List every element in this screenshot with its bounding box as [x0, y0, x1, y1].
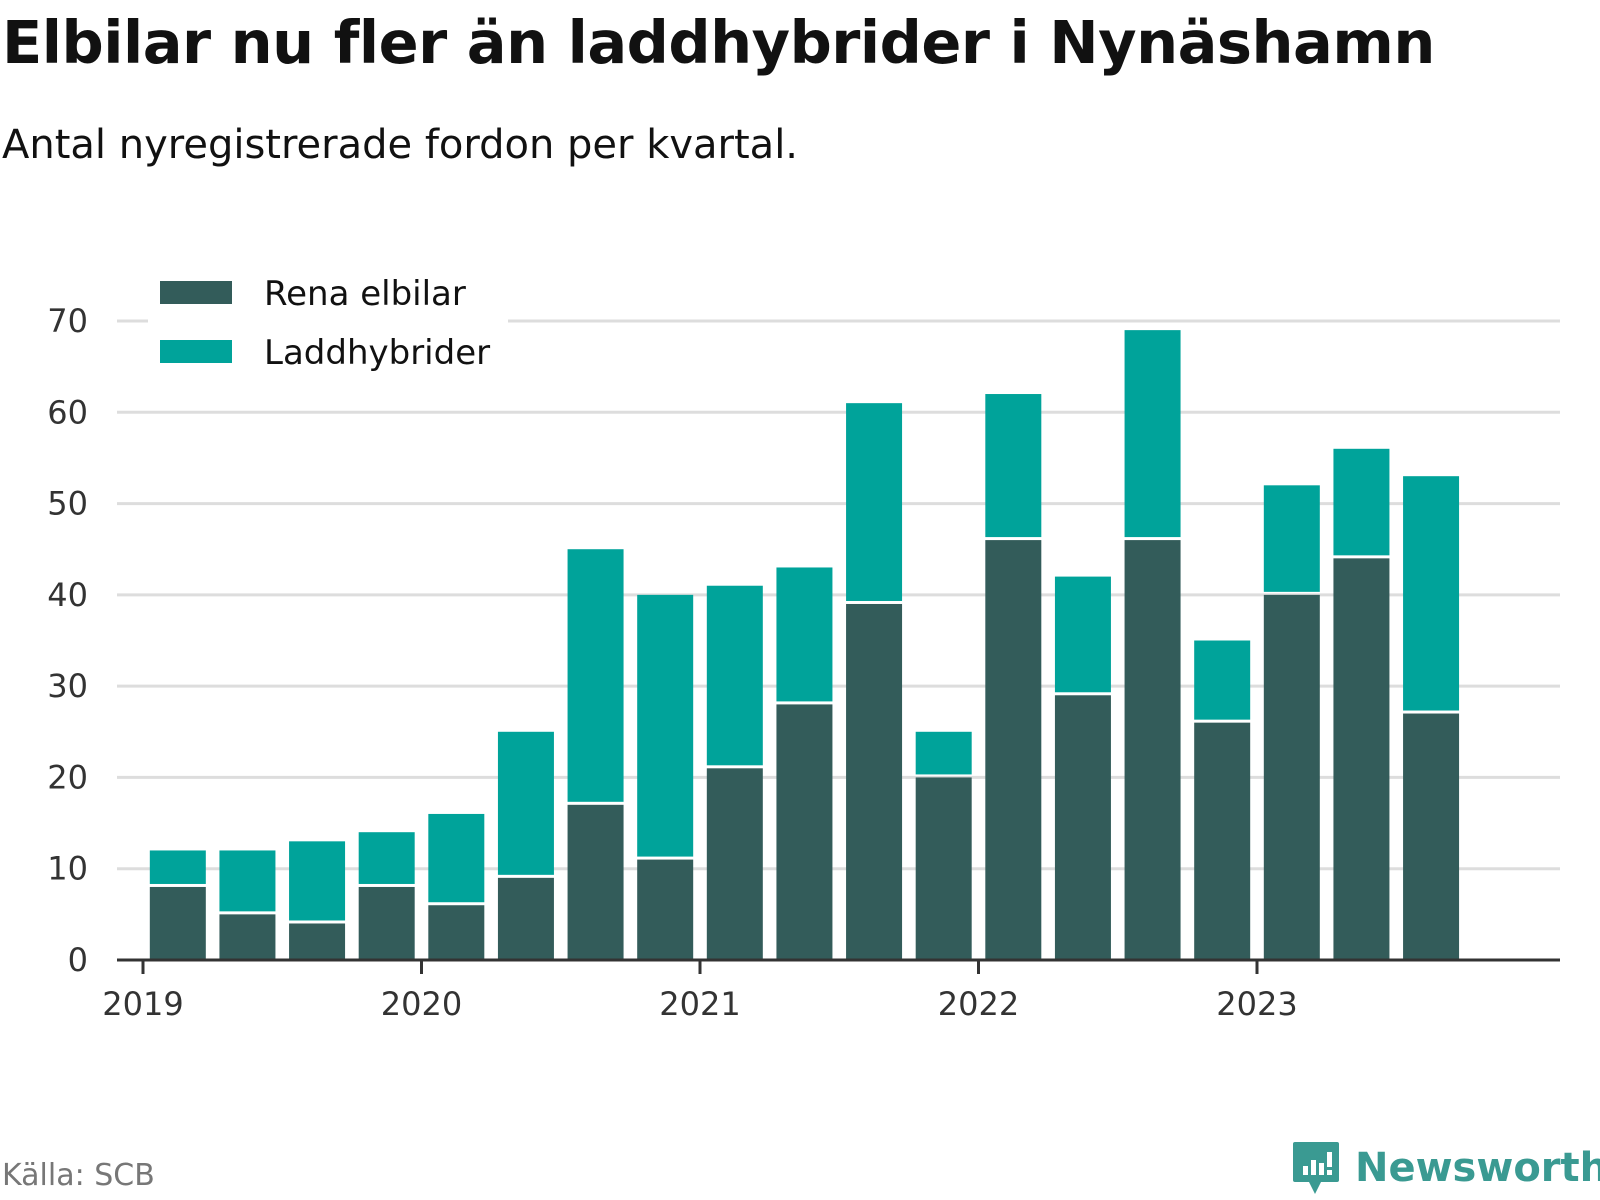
bar-rena-elbilar — [1194, 722, 1251, 960]
bar-laddhybrider — [428, 813, 485, 903]
bar-laddhybrider — [776, 567, 833, 702]
bar-rena-elbilar — [776, 704, 833, 960]
bar-rena-elbilar — [846, 603, 903, 960]
bar-rena-elbilar — [567, 804, 624, 960]
legend-label-rena-elbilar: Rena elbilar — [264, 274, 466, 314]
chart-title: Elbilar nu fler än laddhybrider i Nynäsh… — [2, 8, 1435, 77]
bar-laddhybrider — [1054, 576, 1111, 693]
y-tick-label: 30 — [47, 667, 88, 705]
bar-laddhybrider — [149, 850, 206, 884]
bar-laddhybrider — [637, 594, 694, 857]
brand-name: Newsworthy — [1355, 1145, 1600, 1191]
bar-rena-elbilar — [1403, 713, 1460, 960]
bar-rena-elbilar — [915, 777, 972, 960]
axes: 0 10 20 30 40 50 60 70 2019 2020 2021 2022 2023 — [47, 302, 1560, 1023]
bar-laddhybrider — [915, 731, 972, 775]
bar-laddhybrider — [706, 585, 763, 766]
y-tick-label: 50 — [47, 485, 88, 523]
source-note: Källa: SCB — [2, 1158, 155, 1193]
bar-laddhybrider — [1194, 640, 1251, 720]
bar-laddhybrider — [1403, 476, 1460, 711]
bar-rena-elbilar — [219, 914, 276, 960]
bar-rena-elbilar — [1333, 558, 1390, 960]
x-tick-label: 2019 — [102, 985, 183, 1023]
chart-subtitle: Antal nyregistrerade fordon per kvartal. — [2, 122, 799, 168]
bar-rena-elbilar — [149, 886, 206, 960]
legend-label-laddhybrider: Laddhybrider — [264, 333, 490, 373]
x-tick-label: 2023 — [1216, 985, 1297, 1023]
bar-rena-elbilar — [358, 886, 415, 960]
bar-rena-elbilar — [706, 768, 763, 960]
legend-swatch-laddhybrider — [160, 340, 232, 363]
y-tick-label: 20 — [47, 758, 88, 796]
newsworthy-logo-icon — [1293, 1142, 1339, 1194]
y-tick-label: 70 — [47, 302, 88, 340]
bar-rena-elbilar — [428, 905, 485, 960]
bars — [149, 330, 1460, 960]
bar-rena-elbilar — [497, 877, 554, 960]
chart: 0 10 20 30 40 50 60 70 2019 2020 2021 2022 2023 Rena… — [47, 274, 1560, 1023]
bar-laddhybrider — [985, 394, 1042, 538]
legend: Rena elbilar Laddhybrider — [148, 274, 508, 381]
bar-rena-elbilar — [1054, 695, 1111, 960]
y-tick-label: 10 — [47, 850, 88, 888]
bar-rena-elbilar — [1124, 540, 1181, 960]
bar-laddhybrider — [1124, 330, 1181, 538]
bar-rena-elbilar — [637, 859, 694, 960]
bar-laddhybrider — [1263, 485, 1320, 592]
bar-laddhybrider — [567, 549, 624, 802]
y-tick-label: 40 — [47, 576, 88, 614]
bar-rena-elbilar — [289, 923, 346, 960]
bar-laddhybrider — [358, 832, 415, 884]
x-tick-label: 2022 — [938, 985, 1019, 1023]
bar-laddhybrider — [219, 850, 276, 912]
bar-laddhybrider — [846, 403, 903, 601]
y-tick-label: 0 — [68, 941, 88, 979]
x-tick-label: 2020 — [381, 985, 462, 1023]
bar-rena-elbilar — [985, 540, 1042, 960]
y-tick-label: 60 — [47, 393, 88, 431]
brand-logo: Newsworthy — [1291, 1140, 1600, 1196]
bar-laddhybrider — [497, 731, 554, 875]
bar-rena-elbilar — [1263, 594, 1320, 960]
bar-laddhybrider — [1333, 448, 1390, 556]
x-tick-label: 2021 — [659, 985, 740, 1023]
legend-swatch-rena-elbilar — [160, 281, 232, 304]
bar-laddhybrider — [289, 841, 346, 921]
